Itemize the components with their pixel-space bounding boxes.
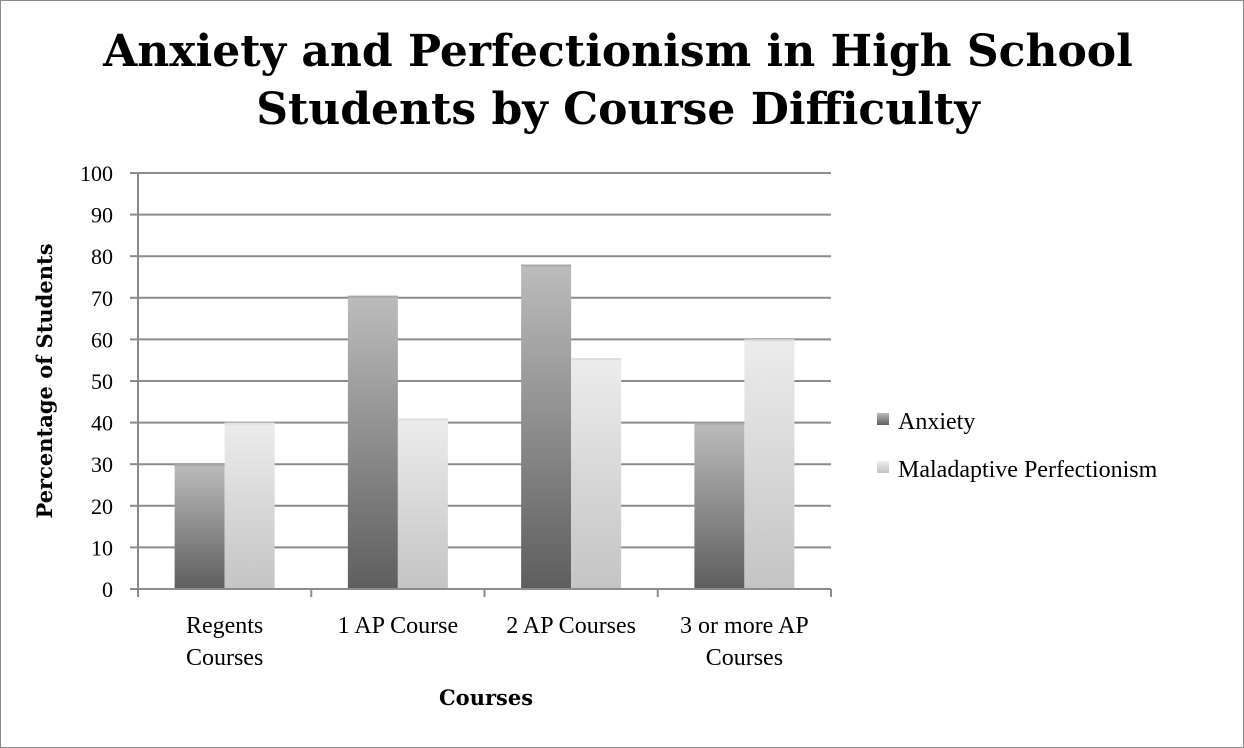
tick-labels: 0 10 20 30 40 50 60 70 80 90 100 Regents Courses 1 AP…	[80, 161, 809, 671]
y-tick-label: 60	[91, 327, 113, 352]
bar-top-edge	[224, 422, 275, 425]
bar-top-edge	[571, 358, 622, 361]
axes	[130, 172, 832, 597]
bar-top-edge	[347, 295, 398, 298]
bar-anxiety	[694, 422, 745, 589]
y-tick-label: 30	[91, 452, 113, 477]
y-tick-label: 10	[91, 535, 113, 560]
bar-anxiety	[521, 264, 572, 589]
legend-label-anxiety: Anxiety	[898, 409, 975, 435]
legend-label-maladaptive-perfectionism: Maladaptive Perfectionism	[898, 457, 1158, 483]
x-axis-title: Courses	[439, 685, 533, 710]
y-tick-label: 40	[91, 411, 113, 436]
bar-anxiety	[347, 295, 398, 589]
legend-swatch-anxiety	[877, 413, 889, 425]
bar-maladaptive-perfectionism	[224, 422, 275, 589]
y-tick-label: 100	[80, 161, 113, 186]
legend-swatch-maladaptive-perfectionism	[877, 461, 889, 473]
bar-top-edge	[521, 264, 572, 267]
x-tick-label: 3 or more AP	[680, 613, 809, 639]
x-tick-label: Regents	[186, 613, 263, 639]
y-tick-label: 0	[102, 577, 113, 602]
bar-top-edge	[397, 418, 448, 421]
bar-maladaptive-perfectionism	[744, 339, 795, 589]
bar-maladaptive-perfectionism	[571, 358, 622, 589]
x-tick-label: Courses	[706, 645, 783, 671]
chart-title: Anxiety and Perfectionism in High School…	[1, 23, 1235, 139]
bar-maladaptive-perfectionism	[397, 418, 448, 589]
chart-title-line-1: Anxiety and Perfectionism in High School	[103, 26, 1133, 77]
bar-top-edge	[694, 422, 745, 425]
bar-anxiety	[174, 464, 225, 589]
y-tick-label: 80	[91, 244, 113, 269]
x-tick-label: 2 AP Courses	[506, 613, 636, 639]
bars	[174, 264, 795, 589]
chart-title-line-2: Students by Course Difficulty	[256, 84, 980, 135]
y-tick-label: 70	[91, 286, 113, 311]
x-tick-label: 1 AP Course	[338, 613, 458, 639]
y-tick-label: 90	[91, 203, 113, 228]
y-tick-label: 50	[91, 369, 113, 394]
y-axis-title: Percentage of Students	[32, 243, 57, 518]
x-tick-label: Courses	[186, 645, 263, 671]
bar-top-edge	[744, 339, 795, 342]
legend: Anxiety Maladaptive Perfectionism	[877, 409, 1158, 483]
bar-top-edge	[174, 464, 225, 467]
y-tick-label: 20	[91, 494, 113, 519]
